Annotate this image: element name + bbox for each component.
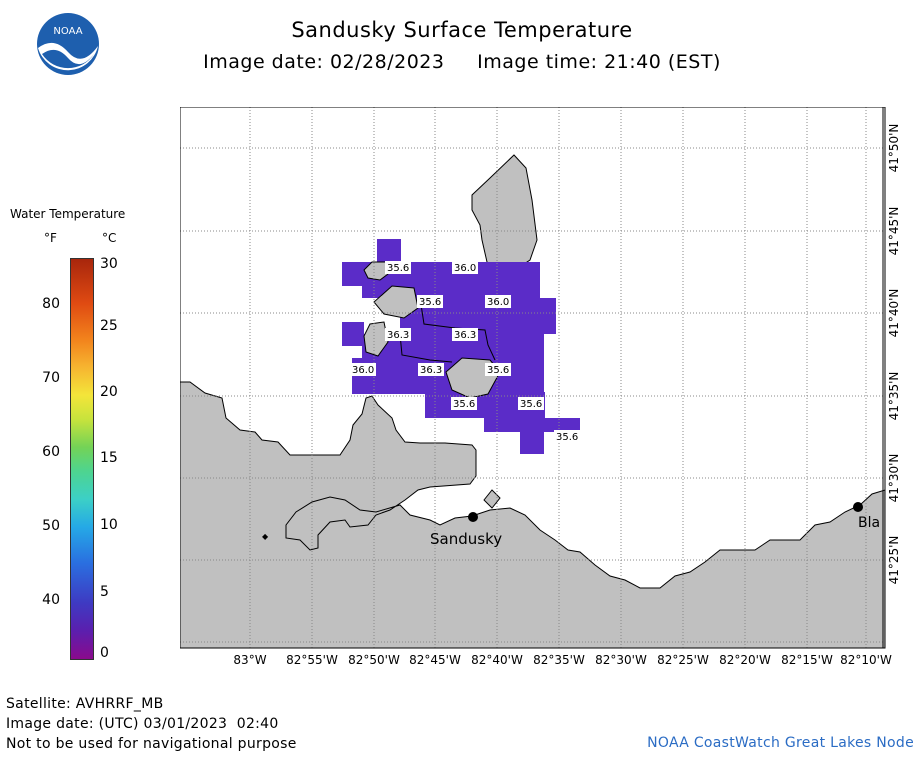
legend-title: Water Temperature [10, 207, 126, 221]
noaa-logo: NOAA [36, 12, 100, 76]
utc-date-info: Image date: (UTC) 03/01/2023 02:40 [6, 716, 279, 732]
f-tick: 80 [42, 296, 60, 312]
svg-text:36.0: 36.0 [454, 263, 476, 274]
temperature-label: 36.0 [485, 295, 511, 308]
mainland-land [180, 381, 886, 649]
svg-text:82°35'W: 82°35'W [533, 653, 585, 667]
svg-text:41°50'N: 41°50'N [887, 124, 901, 173]
temperature-label: 36.0 [350, 363, 376, 376]
temperature-label: 36.3 [385, 328, 411, 341]
temperature-label: 35.6 [518, 397, 544, 410]
svg-text:35.6: 35.6 [387, 263, 409, 274]
svg-text:83°W: 83°W [233, 653, 266, 667]
lat-lon-grid [180, 107, 885, 648]
city-label: Sandusky [430, 530, 502, 548]
place-sandusky: Sandusky [430, 512, 502, 548]
celsius-unit: °C [102, 231, 117, 245]
svg-text:41°40'N: 41°40'N [887, 289, 901, 338]
c-tick: 20 [100, 384, 118, 400]
svg-text:82°15'W: 82°15'W [781, 653, 833, 667]
svg-text:82°40'W: 82°40'W [471, 653, 523, 667]
navigation-warning: Not to be used for navigational purpose [6, 736, 297, 752]
city-marker [853, 502, 863, 512]
place-bla: Bla [853, 502, 880, 531]
temperature-label: 35.6 [417, 295, 443, 308]
temperature-label: 36.3 [418, 363, 444, 376]
satellite-info: Satellite: AVHRRF_MB [6, 696, 164, 712]
svg-text:36.3: 36.3 [454, 330, 476, 341]
svg-text:36.0: 36.0 [487, 297, 509, 308]
credit-link[interactable]: NOAA CoastWatch Great Lakes Node [647, 735, 914, 751]
svg-text:36.3: 36.3 [387, 330, 409, 341]
f-tick: 70 [42, 370, 60, 386]
temperature-label: 35.6 [385, 261, 411, 274]
temperature-label: 36.3 [452, 328, 478, 341]
temperature-label: 35.6 [451, 397, 477, 410]
svg-text:82°20'W: 82°20'W [719, 653, 771, 667]
svg-text:82°50'W: 82°50'W [348, 653, 400, 667]
svg-text:82°55'W: 82°55'W [286, 653, 338, 667]
svg-text:41°25'N: 41°25'N [887, 536, 901, 585]
svg-text:41°45'N: 41°45'N [887, 207, 901, 256]
svg-text:82°45'W: 82°45'W [409, 653, 461, 667]
f-tick: 40 [42, 592, 60, 608]
f-tick: 50 [42, 518, 60, 534]
svg-text:35.6: 35.6 [556, 432, 578, 443]
page-title: Sandusky Surface Temperature [291, 18, 633, 42]
c-tick: 10 [100, 517, 118, 533]
c-tick: 0 [100, 645, 109, 661]
svg-text:36.3: 36.3 [420, 365, 442, 376]
legend-units: °F °C [10, 231, 130, 247]
temperature-label: 36.0 [452, 261, 478, 274]
image-date-subtitle: Image date: 02/28/2023 Image time: 21:40… [203, 51, 721, 73]
logo-text: NOAA [53, 26, 82, 37]
f-tick: 60 [42, 444, 60, 460]
svg-text:41°30'N: 41°30'N [887, 454, 901, 503]
temperature-colorbar [70, 258, 94, 660]
svg-text:35.6: 35.6 [419, 297, 441, 308]
c-tick: 15 [100, 450, 118, 466]
city-marker [468, 512, 478, 522]
latitude-labels-right: 41°50'N 41°45'N 41°40'N 41°35'N 41°30'N … [887, 124, 901, 585]
fahrenheit-unit: °F [44, 231, 57, 245]
temperature-label-group: 35.6 36.0 35.6 36.0 36.3 36.3 36.0 36.3 … [350, 261, 580, 443]
svg-text:82°30'W: 82°30'W [595, 653, 647, 667]
svg-text:35.6: 35.6 [487, 365, 509, 376]
map-border [180, 107, 886, 649]
svg-text:82°10'W: 82°10'W [840, 653, 892, 667]
svg-text:82°25'W: 82°25'W [657, 653, 709, 667]
temperature-label: 35.6 [485, 363, 511, 376]
svg-text:36.0: 36.0 [352, 365, 374, 376]
small-marker: ◆ [262, 532, 269, 541]
c-tick: 25 [100, 318, 118, 334]
temperature-map: 35.6 36.0 35.6 36.0 36.3 36.3 36.0 36.3 … [180, 107, 901, 667]
c-tick: 5 [100, 584, 109, 600]
svg-text:35.6: 35.6 [520, 399, 542, 410]
svg-text:35.6: 35.6 [453, 399, 475, 410]
c-tick: 30 [100, 256, 118, 272]
longitude-labels-bottom: 83°W 82°55'W 82°50'W 82°45'W 82°40'W 82°… [233, 653, 892, 667]
city-label: Bla [858, 515, 880, 531]
temperature-label: 35.6 [554, 430, 580, 443]
svg-text:41°35'N: 41°35'N [887, 372, 901, 421]
